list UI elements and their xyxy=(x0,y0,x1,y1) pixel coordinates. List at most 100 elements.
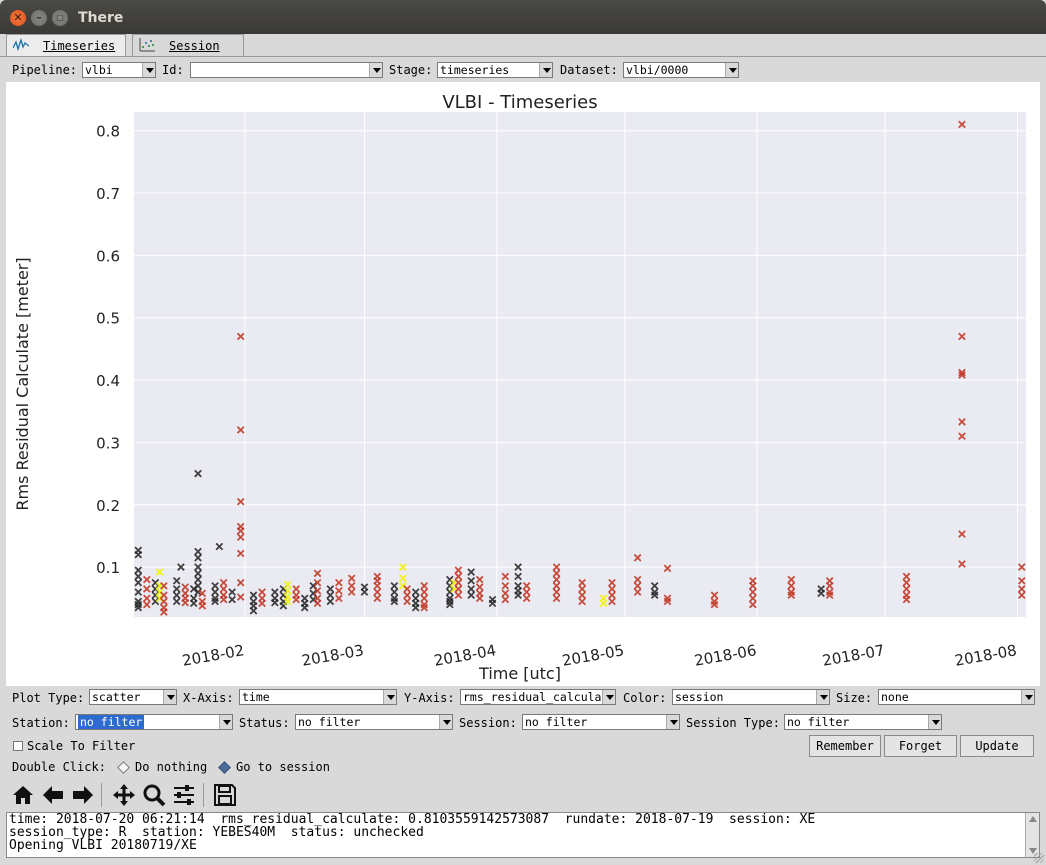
data-point[interactable] xyxy=(194,547,202,556)
data-point[interactable] xyxy=(403,585,411,593)
data-point[interactable] xyxy=(902,572,911,581)
data-point[interactable] xyxy=(219,595,228,604)
tab-session[interactable]: Session xyxy=(132,34,244,57)
data-point[interactable] xyxy=(211,588,219,596)
data-point[interactable] xyxy=(578,585,586,593)
data-point[interactable] xyxy=(160,581,168,590)
data-point[interactable] xyxy=(411,603,420,612)
data-point[interactable] xyxy=(160,591,168,600)
data-point[interactable] xyxy=(211,597,219,606)
data-point[interactable] xyxy=(749,588,757,596)
data-point[interactable] xyxy=(347,588,356,596)
data-point[interactable] xyxy=(650,591,659,600)
data-point[interactable] xyxy=(787,575,796,584)
data-point[interactable] xyxy=(552,588,561,596)
data-point[interactable] xyxy=(578,578,586,587)
data-point[interactable] xyxy=(335,586,343,595)
data-point[interactable] xyxy=(749,594,757,603)
data-point[interactable] xyxy=(514,563,522,571)
data-point[interactable] xyxy=(313,578,322,587)
data-point[interactable] xyxy=(134,603,143,612)
data-point[interactable] xyxy=(172,585,181,593)
data-point[interactable] xyxy=(958,120,966,129)
pan-icon[interactable] xyxy=(111,782,137,808)
data-point[interactable] xyxy=(663,597,672,606)
id-select[interactable] xyxy=(190,62,383,78)
data-point[interactable] xyxy=(313,569,322,578)
data-point[interactable] xyxy=(249,591,258,600)
data-point[interactable] xyxy=(522,594,531,603)
maximize-window-button[interactable]: ▢ xyxy=(52,10,68,26)
data-point[interactable] xyxy=(633,553,642,562)
data-point[interactable] xyxy=(608,597,616,606)
data-point[interactable] xyxy=(134,572,143,581)
data-point[interactable] xyxy=(335,578,343,587)
dataset-select[interactable]: vlbi/0000 xyxy=(623,62,739,78)
data-point[interactable] xyxy=(198,601,207,610)
data-point[interactable] xyxy=(958,560,966,568)
data-point[interactable] xyxy=(501,595,510,604)
data-point[interactable] xyxy=(326,591,335,600)
data-point[interactable] xyxy=(454,578,463,587)
data-point[interactable] xyxy=(283,597,292,606)
data-point[interactable] xyxy=(271,588,279,596)
data-point[interactable] xyxy=(445,600,454,609)
data-point[interactable] xyxy=(902,578,911,587)
data-point[interactable] xyxy=(373,581,382,590)
data-point[interactable] xyxy=(236,527,245,535)
data-point[interactable] xyxy=(501,581,510,590)
data-point[interactable] xyxy=(958,418,966,426)
status-filter-select[interactable]: no filter xyxy=(295,714,453,730)
data-point[interactable] xyxy=(633,588,642,596)
data-point[interactable] xyxy=(608,585,616,593)
data-point[interactable] xyxy=(172,577,181,585)
data-point[interactable] xyxy=(347,574,356,583)
data-point[interactable] xyxy=(219,578,228,587)
data-point[interactable] xyxy=(825,581,834,590)
data-point[interactable] xyxy=(501,572,510,581)
scroll-up-icon[interactable] xyxy=(1029,816,1037,822)
data-point[interactable] xyxy=(552,594,561,603)
data-point[interactable] xyxy=(194,581,202,590)
data-point[interactable] xyxy=(958,432,966,441)
data-point[interactable] xyxy=(411,588,420,596)
data-point[interactable] xyxy=(292,595,301,604)
data-point[interactable] xyxy=(347,581,356,590)
data-point[interactable] xyxy=(160,608,168,616)
data-point[interactable] xyxy=(599,599,608,608)
data-point[interactable] xyxy=(236,593,245,601)
data-point[interactable] xyxy=(454,591,463,600)
data-point[interactable] xyxy=(420,594,429,603)
data-point[interactable] xyxy=(313,586,322,595)
resize-grip-icon[interactable] xyxy=(1034,853,1044,863)
data-point[interactable] xyxy=(522,588,531,596)
data-point[interactable] xyxy=(155,568,164,576)
data-point[interactable] xyxy=(825,591,834,600)
data-point[interactable] xyxy=(194,469,202,478)
data-point[interactable] xyxy=(134,588,143,596)
data-point[interactable] xyxy=(390,597,399,606)
data-point[interactable] xyxy=(902,585,911,593)
data-point[interactable] xyxy=(420,581,429,590)
data-point[interactable] xyxy=(390,588,399,596)
data-point[interactable] xyxy=(194,563,202,571)
data-point[interactable] xyxy=(958,332,966,341)
save-icon[interactable] xyxy=(212,782,238,808)
data-point[interactable] xyxy=(249,606,258,615)
sliders-icon[interactable] xyxy=(171,782,197,808)
data-point[interactable] xyxy=(787,591,796,600)
data-point[interactable] xyxy=(454,566,463,575)
data-point[interactable] xyxy=(258,588,266,596)
do-nothing-radio[interactable] xyxy=(117,761,130,774)
data-point[interactable] xyxy=(172,591,181,600)
data-point[interactable] xyxy=(467,568,476,576)
data-point[interactable] xyxy=(663,564,672,573)
data-point[interactable] xyxy=(142,575,151,584)
timeseries-chart[interactable]: 0.1 0.2 0.3 0.4 0.5 0.6 0.7 0.8 2018-02 2018-03 2… xyxy=(6,82,1040,686)
data-point[interactable] xyxy=(749,581,757,590)
x-axis-select[interactable]: time xyxy=(239,689,397,705)
data-point[interactable] xyxy=(522,581,531,590)
data-point[interactable] xyxy=(552,581,561,590)
console-scrollbar[interactable] xyxy=(1025,813,1039,857)
data-point[interactable] xyxy=(236,578,245,587)
